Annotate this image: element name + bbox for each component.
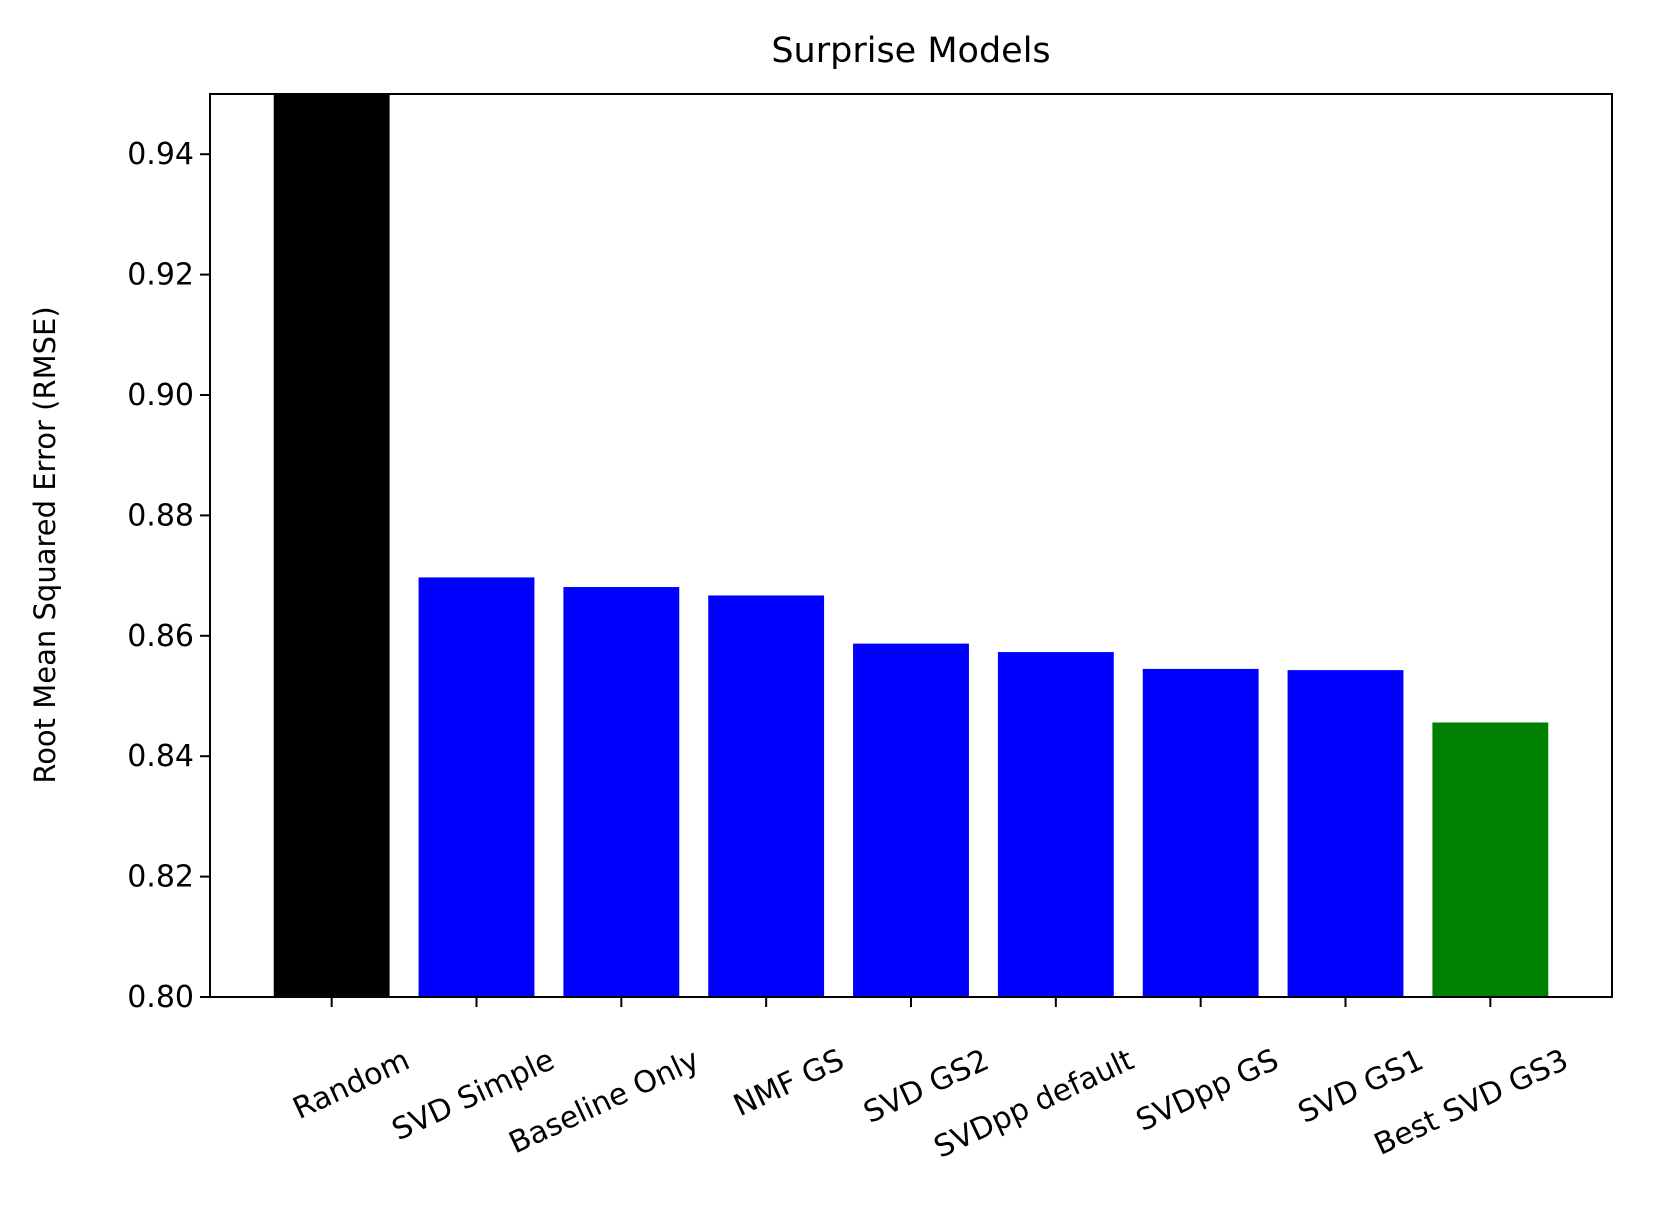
bar xyxy=(418,577,535,997)
x-tick-label: SVDpp GS xyxy=(1131,1043,1284,1139)
bar xyxy=(1432,722,1549,997)
y-tick-label: 0.80 xyxy=(127,980,194,1015)
bar xyxy=(853,643,969,997)
y-tick-label: 0.82 xyxy=(127,860,194,895)
bar xyxy=(273,94,390,997)
x-tick-label: NMF GS xyxy=(728,1043,849,1124)
bar xyxy=(1287,670,1404,997)
bar xyxy=(997,652,1114,997)
y-tick-label: 0.88 xyxy=(127,498,194,533)
y-tick-label: 0.90 xyxy=(127,378,194,413)
bar xyxy=(708,595,825,997)
bar xyxy=(1142,668,1259,997)
y-tick-label: 0.86 xyxy=(127,619,194,654)
y-tick-label: 0.94 xyxy=(127,137,194,172)
y-tick-label: 0.84 xyxy=(127,739,194,774)
y-tick-label: 0.92 xyxy=(127,258,194,293)
bar xyxy=(563,587,680,997)
y-axis-label: Root Mean Squared Error (RMSE) xyxy=(28,306,62,783)
chart-title: Surprise Models xyxy=(771,31,1050,71)
plot-area xyxy=(273,94,1549,997)
